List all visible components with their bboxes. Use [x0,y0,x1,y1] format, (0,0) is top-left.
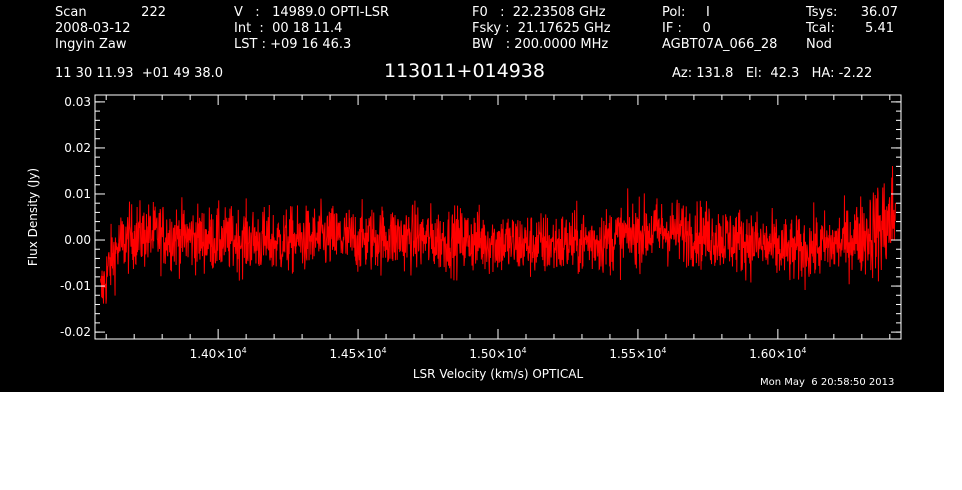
y-tick-label: -0.01 [60,279,91,293]
sky-frequency: Fsky : 21.17625 GHz [472,21,611,36]
tsys-label: Tsys: [806,5,838,20]
polarization: Pol: I [662,5,710,20]
az-el-ha: Az: 131.8 El: 42.3 HA: -2.22 [672,66,873,81]
project-id: AGBT07A_066_28 [662,37,778,52]
tcal-value: 5.41 [865,21,894,36]
x-tick-label: 1.40×104 [190,346,247,361]
y-tick-label: 0.01 [64,187,91,201]
spectrum-panel: Scan 222 2008-03-12 Ingyin Zaw V : 14989… [0,0,944,392]
x-tick-label: 1.60×104 [749,346,806,361]
x-tick-label: 1.50×104 [469,346,526,361]
x-tick-label: 1.55×104 [609,346,666,361]
x-tick-label: 1.45×104 [329,346,386,361]
lst-info: LST : +09 16 46.3 [234,37,352,52]
y-tick-label: 0.00 [64,233,91,247]
spectrum-chart: -0.02 -0.01 0.00 0.01 0.02 0.03 1.40×104 1.45×1… [26,94,902,381]
x-axis-label: LSR Velocity (km/s) OPTICAL [413,367,584,381]
rest-frequency: F0 : 22.23508 GHz [472,5,606,20]
scan-number: 222 [141,5,166,20]
integration-time: Int : 00 18 11.4 [234,21,343,36]
observing-mode: Nod [806,37,832,52]
axis-ticks: -0.02 -0.01 0.00 0.01 0.02 0.03 1.40×104 1.45×1… [60,95,901,361]
observer-name: Ingyin Zaw [55,37,127,52]
observation-date: 2008-03-12 [55,21,131,36]
velocity-info: V : 14989.0 OPTI-LSR [234,5,390,20]
source-coordinates: 11 30 11.93 +01 49 38.0 [55,66,224,81]
tsys-value: 36.07 [860,5,898,20]
y-tick-label: 0.02 [64,141,91,155]
plot-frame [94,94,902,340]
y-tick-label: -0.02 [60,325,91,339]
y-axis-label: Flux Density (Jy) [26,168,40,266]
scan-label: Scan [55,5,87,20]
bandwidth: BW : 200.0000 MHz [472,37,609,52]
if-number: IF : 0 [662,21,711,36]
plot-timestamp: Mon May 6 20:58:50 2013 [760,377,895,388]
y-tick-label: 0.03 [64,95,91,109]
spectrum-line [100,165,896,304]
source-title: 113011+014938 [384,60,545,82]
spectrum-trace-group [100,165,896,304]
tcal-label: Tcal: [806,21,835,36]
